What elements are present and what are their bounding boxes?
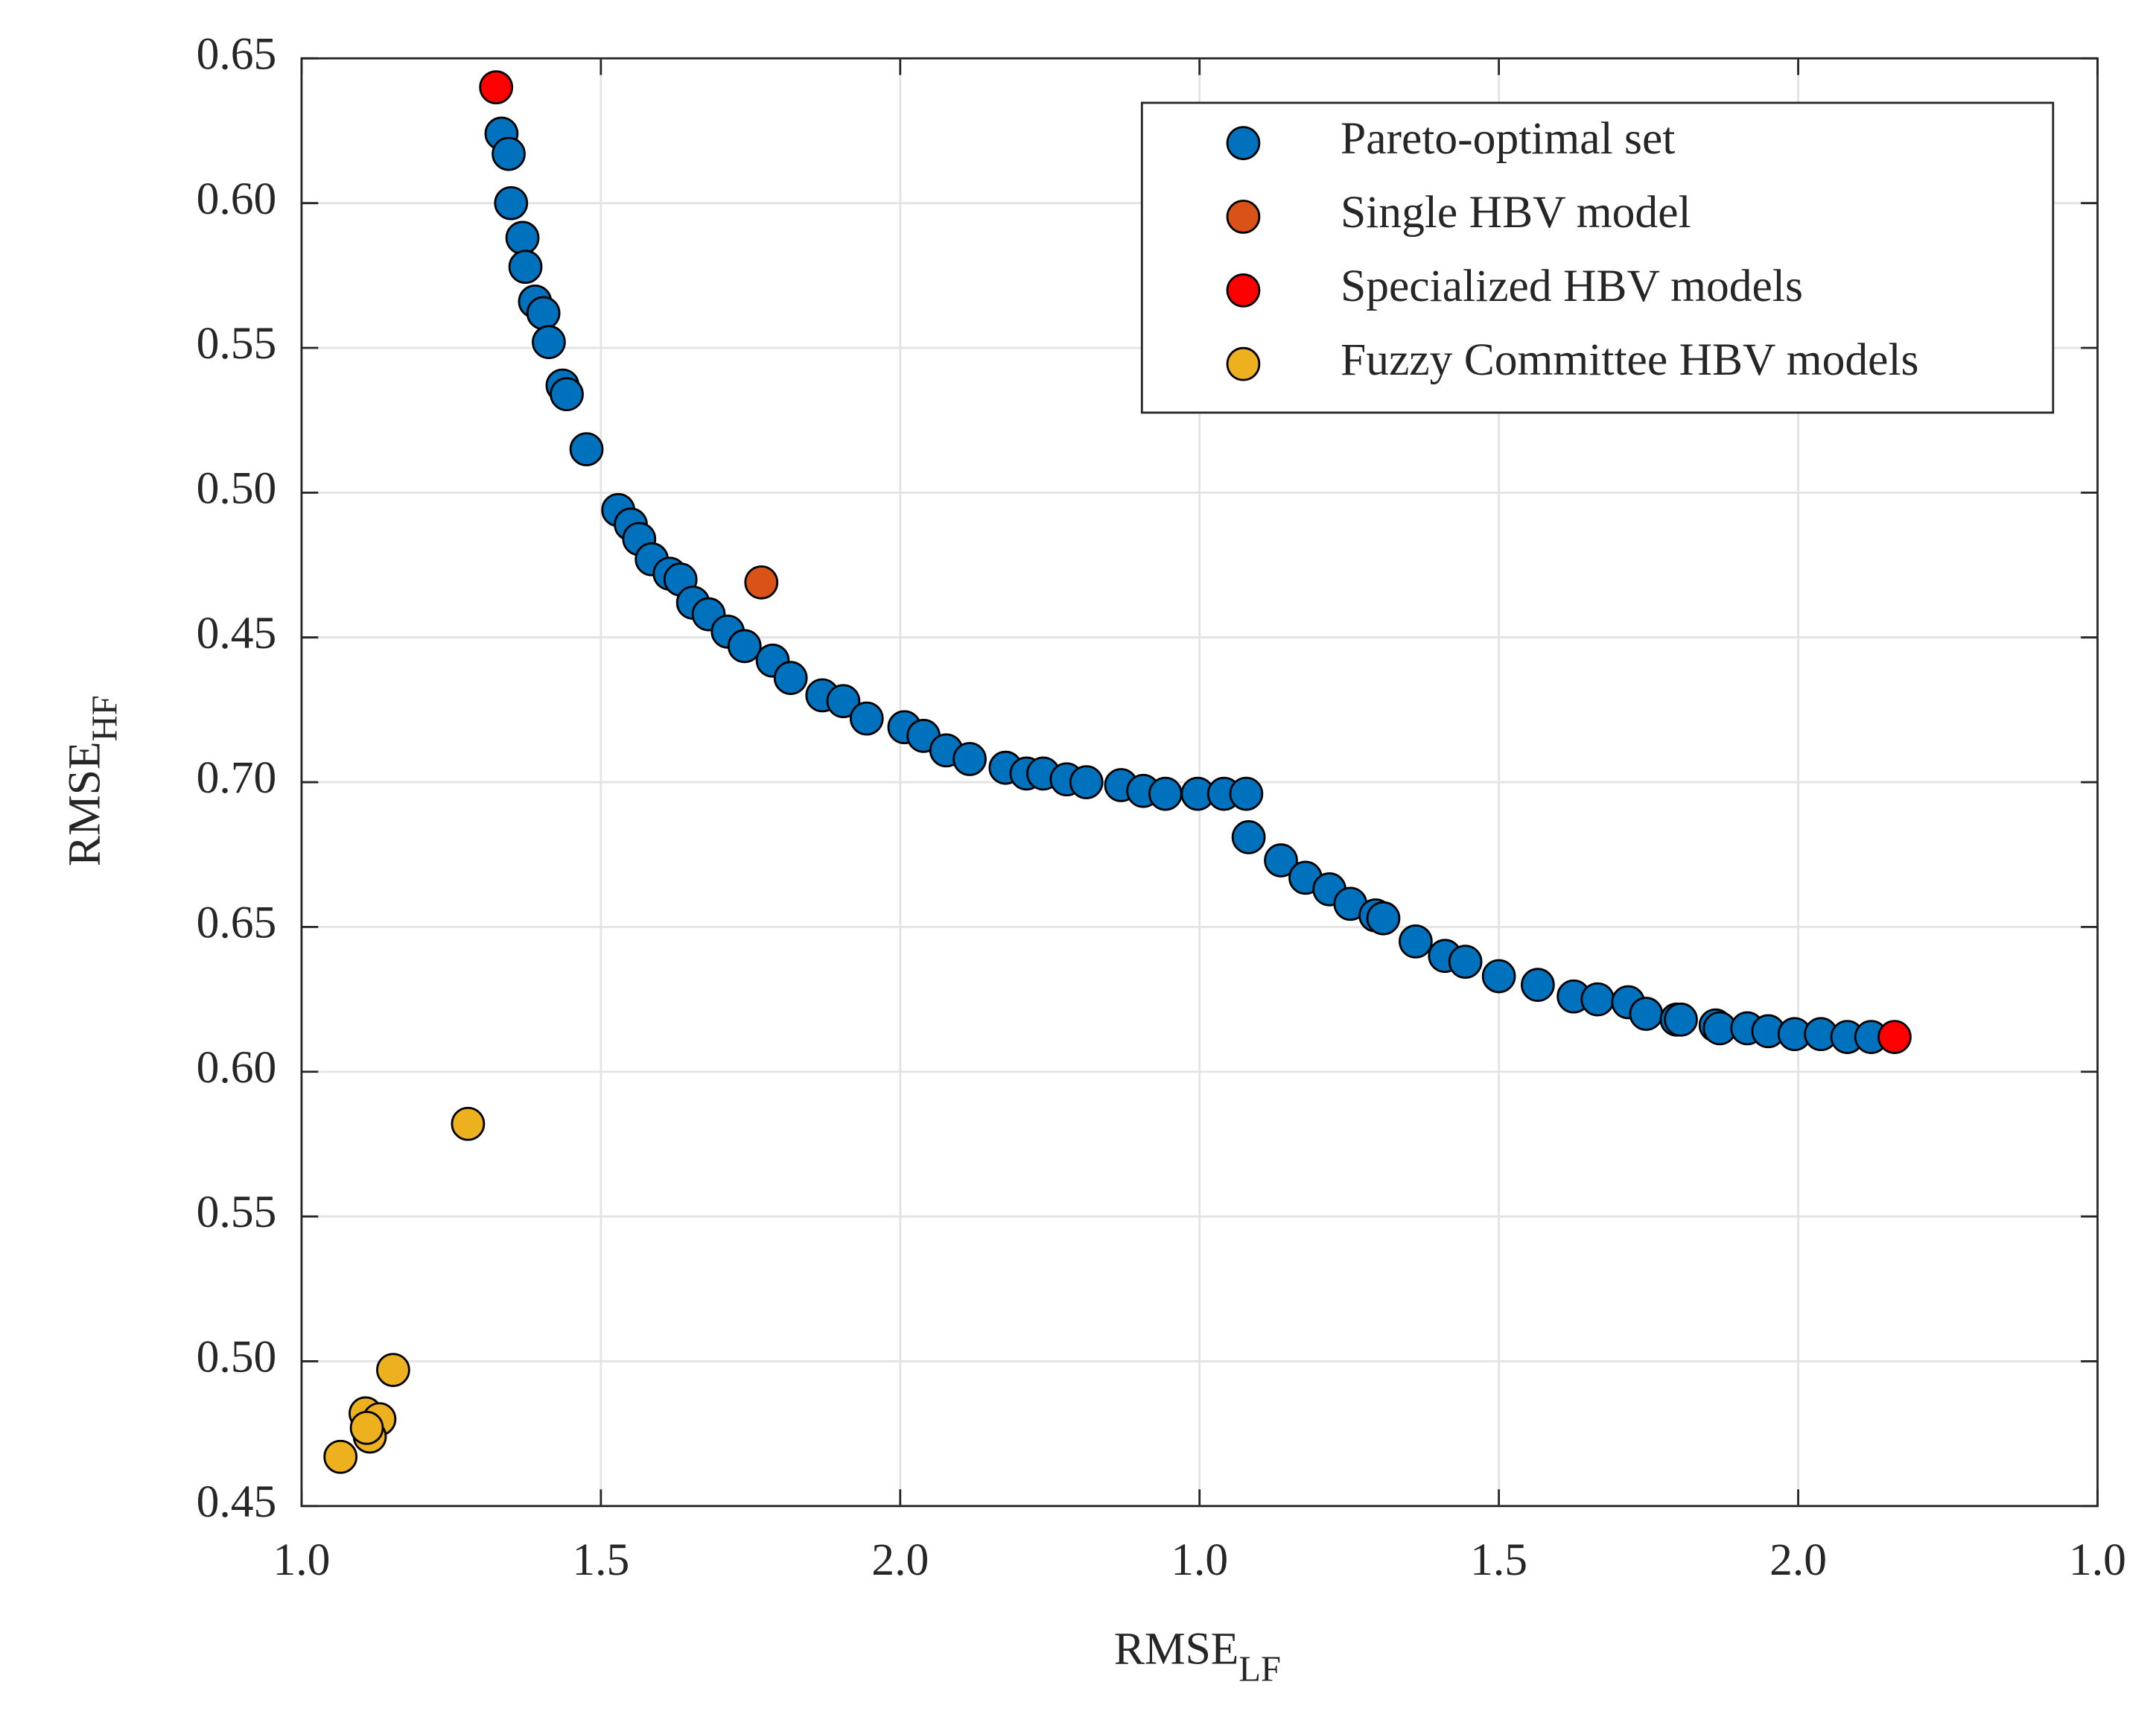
point	[1069, 765, 1104, 799]
x-tick-label: 1.0	[1171, 1535, 1228, 1585]
x-tick-label: 1.5	[1470, 1535, 1527, 1585]
point	[323, 1439, 358, 1474]
point	[532, 325, 566, 360]
x-tick-label: 1.0	[2069, 1535, 2126, 1585]
x-tick-label: 2.0	[871, 1535, 929, 1585]
y-tick-label: 0.70	[197, 752, 277, 803]
point	[744, 565, 779, 600]
point	[376, 1353, 410, 1387]
x-axis-label-sub: LF	[1238, 1650, 1281, 1689]
legend-label: Specialized HBV models	[1341, 261, 1803, 311]
y-tick-label: 0.55	[197, 318, 277, 369]
legend-marker	[1226, 346, 1261, 381]
point	[1231, 820, 1266, 854]
point	[550, 377, 584, 412]
point	[1481, 959, 1516, 994]
x-axis-label-main: RMSE	[1114, 1624, 1239, 1675]
x-tick-label: 1.0	[273, 1535, 330, 1585]
y-tick-label: 0.60	[197, 174, 277, 224]
y-tick-label: 0.55	[197, 1187, 277, 1237]
point	[526, 296, 561, 331]
plot-frame	[300, 57, 2099, 1508]
point	[349, 1410, 384, 1445]
point	[1399, 924, 1433, 959]
point	[1629, 997, 1664, 1031]
legend-label: Single HBV model	[1341, 187, 1691, 238]
y-tick-label: 0.50	[197, 1332, 277, 1383]
point	[1366, 901, 1401, 936]
y-axis-label: RMSEHF	[60, 695, 125, 866]
point	[849, 701, 884, 736]
y-tick-label: 0.60	[197, 1042, 277, 1093]
legend-label: Fuzzy Committee HBV models	[1341, 334, 1919, 385]
point	[492, 136, 526, 171]
point	[479, 70, 514, 105]
y-tick-label: 0.65	[197, 28, 277, 79]
y-tick-label: 0.50	[197, 463, 277, 513]
point	[1264, 843, 1298, 878]
point	[1877, 1020, 1912, 1054]
x-tick-label: 2.0	[1769, 1535, 1827, 1585]
x-tick-label: 1.5	[572, 1535, 629, 1585]
point	[1664, 1002, 1698, 1037]
point	[773, 661, 808, 695]
point	[508, 250, 543, 285]
y-tick-label: 0.65	[197, 898, 277, 948]
point	[451, 1106, 486, 1141]
y-tick-label: 0.45	[197, 1476, 277, 1527]
point	[1521, 968, 1555, 1002]
y-axis-label-main: RMSE	[60, 741, 110, 866]
point	[505, 220, 540, 256]
legend-marker	[1226, 273, 1261, 308]
legend-box	[1140, 101, 2055, 414]
point	[494, 185, 529, 220]
x-axis-label: RMSELF	[1114, 1624, 1281, 1689]
point	[953, 742, 987, 776]
point	[1229, 776, 1264, 811]
y-tick-label: 0.45	[197, 608, 277, 659]
legend-marker	[1226, 200, 1261, 234]
point	[1448, 945, 1483, 979]
legend-label: Pareto-optimal set	[1341, 113, 1675, 164]
point	[727, 629, 762, 664]
point	[1580, 982, 1615, 1017]
legend-marker	[1226, 126, 1261, 160]
point	[569, 432, 604, 466]
point	[826, 684, 861, 719]
point	[1148, 776, 1183, 811]
y-axis-label-sub: HF	[86, 695, 125, 741]
